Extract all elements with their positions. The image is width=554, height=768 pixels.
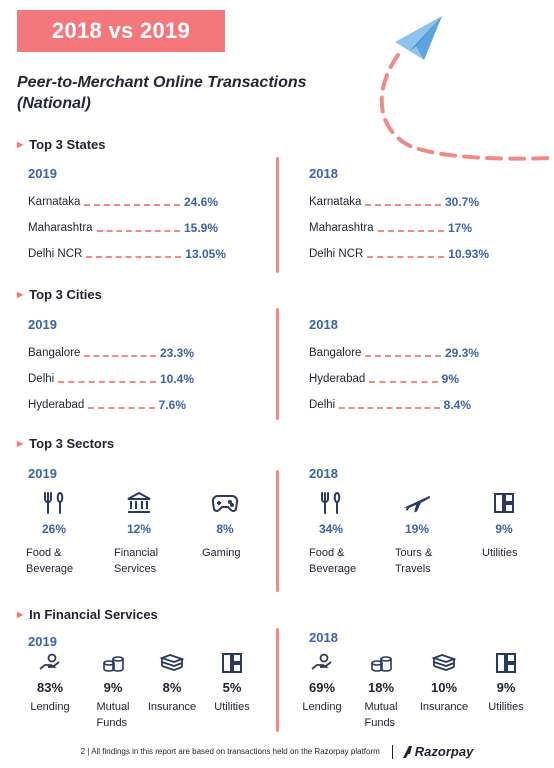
year-label: 2019: [28, 166, 57, 181]
year-label: 2019: [28, 466, 57, 481]
financial-item: 8% Insurance: [144, 652, 200, 715]
column-divider: [276, 628, 279, 732]
list-item: Delhi NCR 13.05%: [28, 247, 226, 261]
list-item: Bangalore 29.3%: [309, 346, 479, 360]
list-item: Delhi 8.4%: [309, 398, 471, 412]
sector-label: Food & Beverage: [26, 547, 74, 575]
list-item: Karnataka 30.7%: [309, 195, 479, 209]
list-item: Maharashtra 15.9%: [28, 221, 218, 235]
financial-item: 9% Utilities: [482, 652, 530, 715]
section-heading-financial: ▶ In Financial Services: [17, 607, 158, 622]
year-label: 2018: [309, 630, 338, 645]
paper-plane-decoration: [379, 16, 554, 161]
year-label: 2019: [28, 317, 57, 332]
footer-separator: [391, 744, 393, 759]
sector-item: 12%: [122, 490, 156, 536]
section-heading-cities: ▶ Top 3 Cities: [17, 287, 102, 302]
utilities-icon: [218, 652, 246, 674]
financial-item: 69% Lending: [298, 652, 346, 715]
bullet-arrow-icon: ▶: [17, 439, 24, 448]
sector-label: Financial Services: [114, 547, 159, 575]
list-item: Delhi 10.4%: [28, 372, 194, 386]
airplane-icon: [402, 490, 432, 516]
list-item: Karnataka 24.6%: [28, 195, 218, 209]
page-title: Peer-to-Merchant Online Transactions (Na…: [17, 74, 307, 112]
list-item: Bangalore 23.3%: [28, 346, 194, 360]
year-label: 2018: [309, 166, 338, 181]
sector-label: Gaming: [202, 547, 241, 559]
financial-item: 10% Insurance: [416, 652, 472, 715]
fork-knife-icon: [316, 490, 346, 516]
column-divider: [276, 470, 279, 592]
lending-hand-icon: [36, 652, 64, 674]
gamepad-icon: [210, 490, 240, 516]
sector-label: Utilities: [482, 547, 518, 559]
sector-label: Tours & Travels: [395, 547, 433, 575]
list-item: Hyderabad 9%: [309, 372, 459, 386]
razorpay-logo-icon: [402, 745, 412, 758]
year-comparison-banner: 2018 vs 2019: [17, 10, 225, 52]
year-label: 2018: [309, 466, 338, 481]
financial-item: 18% Mutual Funds: [358, 652, 404, 731]
utilities-icon: [489, 490, 519, 516]
column-divider: [276, 157, 279, 273]
coins-icon: [99, 652, 127, 674]
bullet-arrow-icon: ▶: [17, 140, 24, 149]
year-label: 2018: [309, 317, 338, 332]
year-label: 2019: [28, 634, 57, 649]
fork-knife-icon: [39, 490, 69, 516]
utilities-icon: [492, 652, 520, 674]
footer-note: 2 | All findings in this report are base…: [80, 747, 380, 756]
financial-item: 83% Lending: [26, 652, 74, 715]
list-item: Delhi NCR 10.93%: [309, 247, 489, 261]
bank-icon: [124, 490, 154, 516]
sector-item: 19%: [400, 490, 434, 536]
section-heading-states: ▶ Top 3 States: [17, 137, 106, 152]
bullet-arrow-icon: ▶: [17, 610, 24, 619]
sector-item: 9%: [487, 490, 521, 536]
sector-label: Food & Beverage: [309, 547, 357, 575]
paper-plane-icon: [395, 16, 442, 60]
sector-item: 34%: [314, 490, 348, 536]
financial-item: 9% Mutual Funds: [90, 652, 136, 731]
lending-hand-icon: [308, 652, 336, 674]
cash-stack-icon: [158, 652, 186, 674]
sector-item: 8%: [208, 490, 242, 536]
razorpay-logo: Razorpay: [402, 744, 473, 759]
list-item: Hyderabad 7.6%: [28, 398, 186, 412]
cash-stack-icon: [430, 652, 458, 674]
list-item: Maharashtra 17%: [309, 221, 472, 235]
column-divider: [276, 308, 279, 420]
coins-icon: [367, 652, 395, 674]
section-heading-sectors: ▶ Top 3 Sectors: [17, 436, 115, 451]
sector-item: 26%: [37, 490, 71, 536]
page-footer: 2 | All findings in this report are base…: [0, 744, 554, 759]
bullet-arrow-icon: ▶: [17, 290, 24, 299]
financial-item: 5% Utilities: [208, 652, 256, 715]
